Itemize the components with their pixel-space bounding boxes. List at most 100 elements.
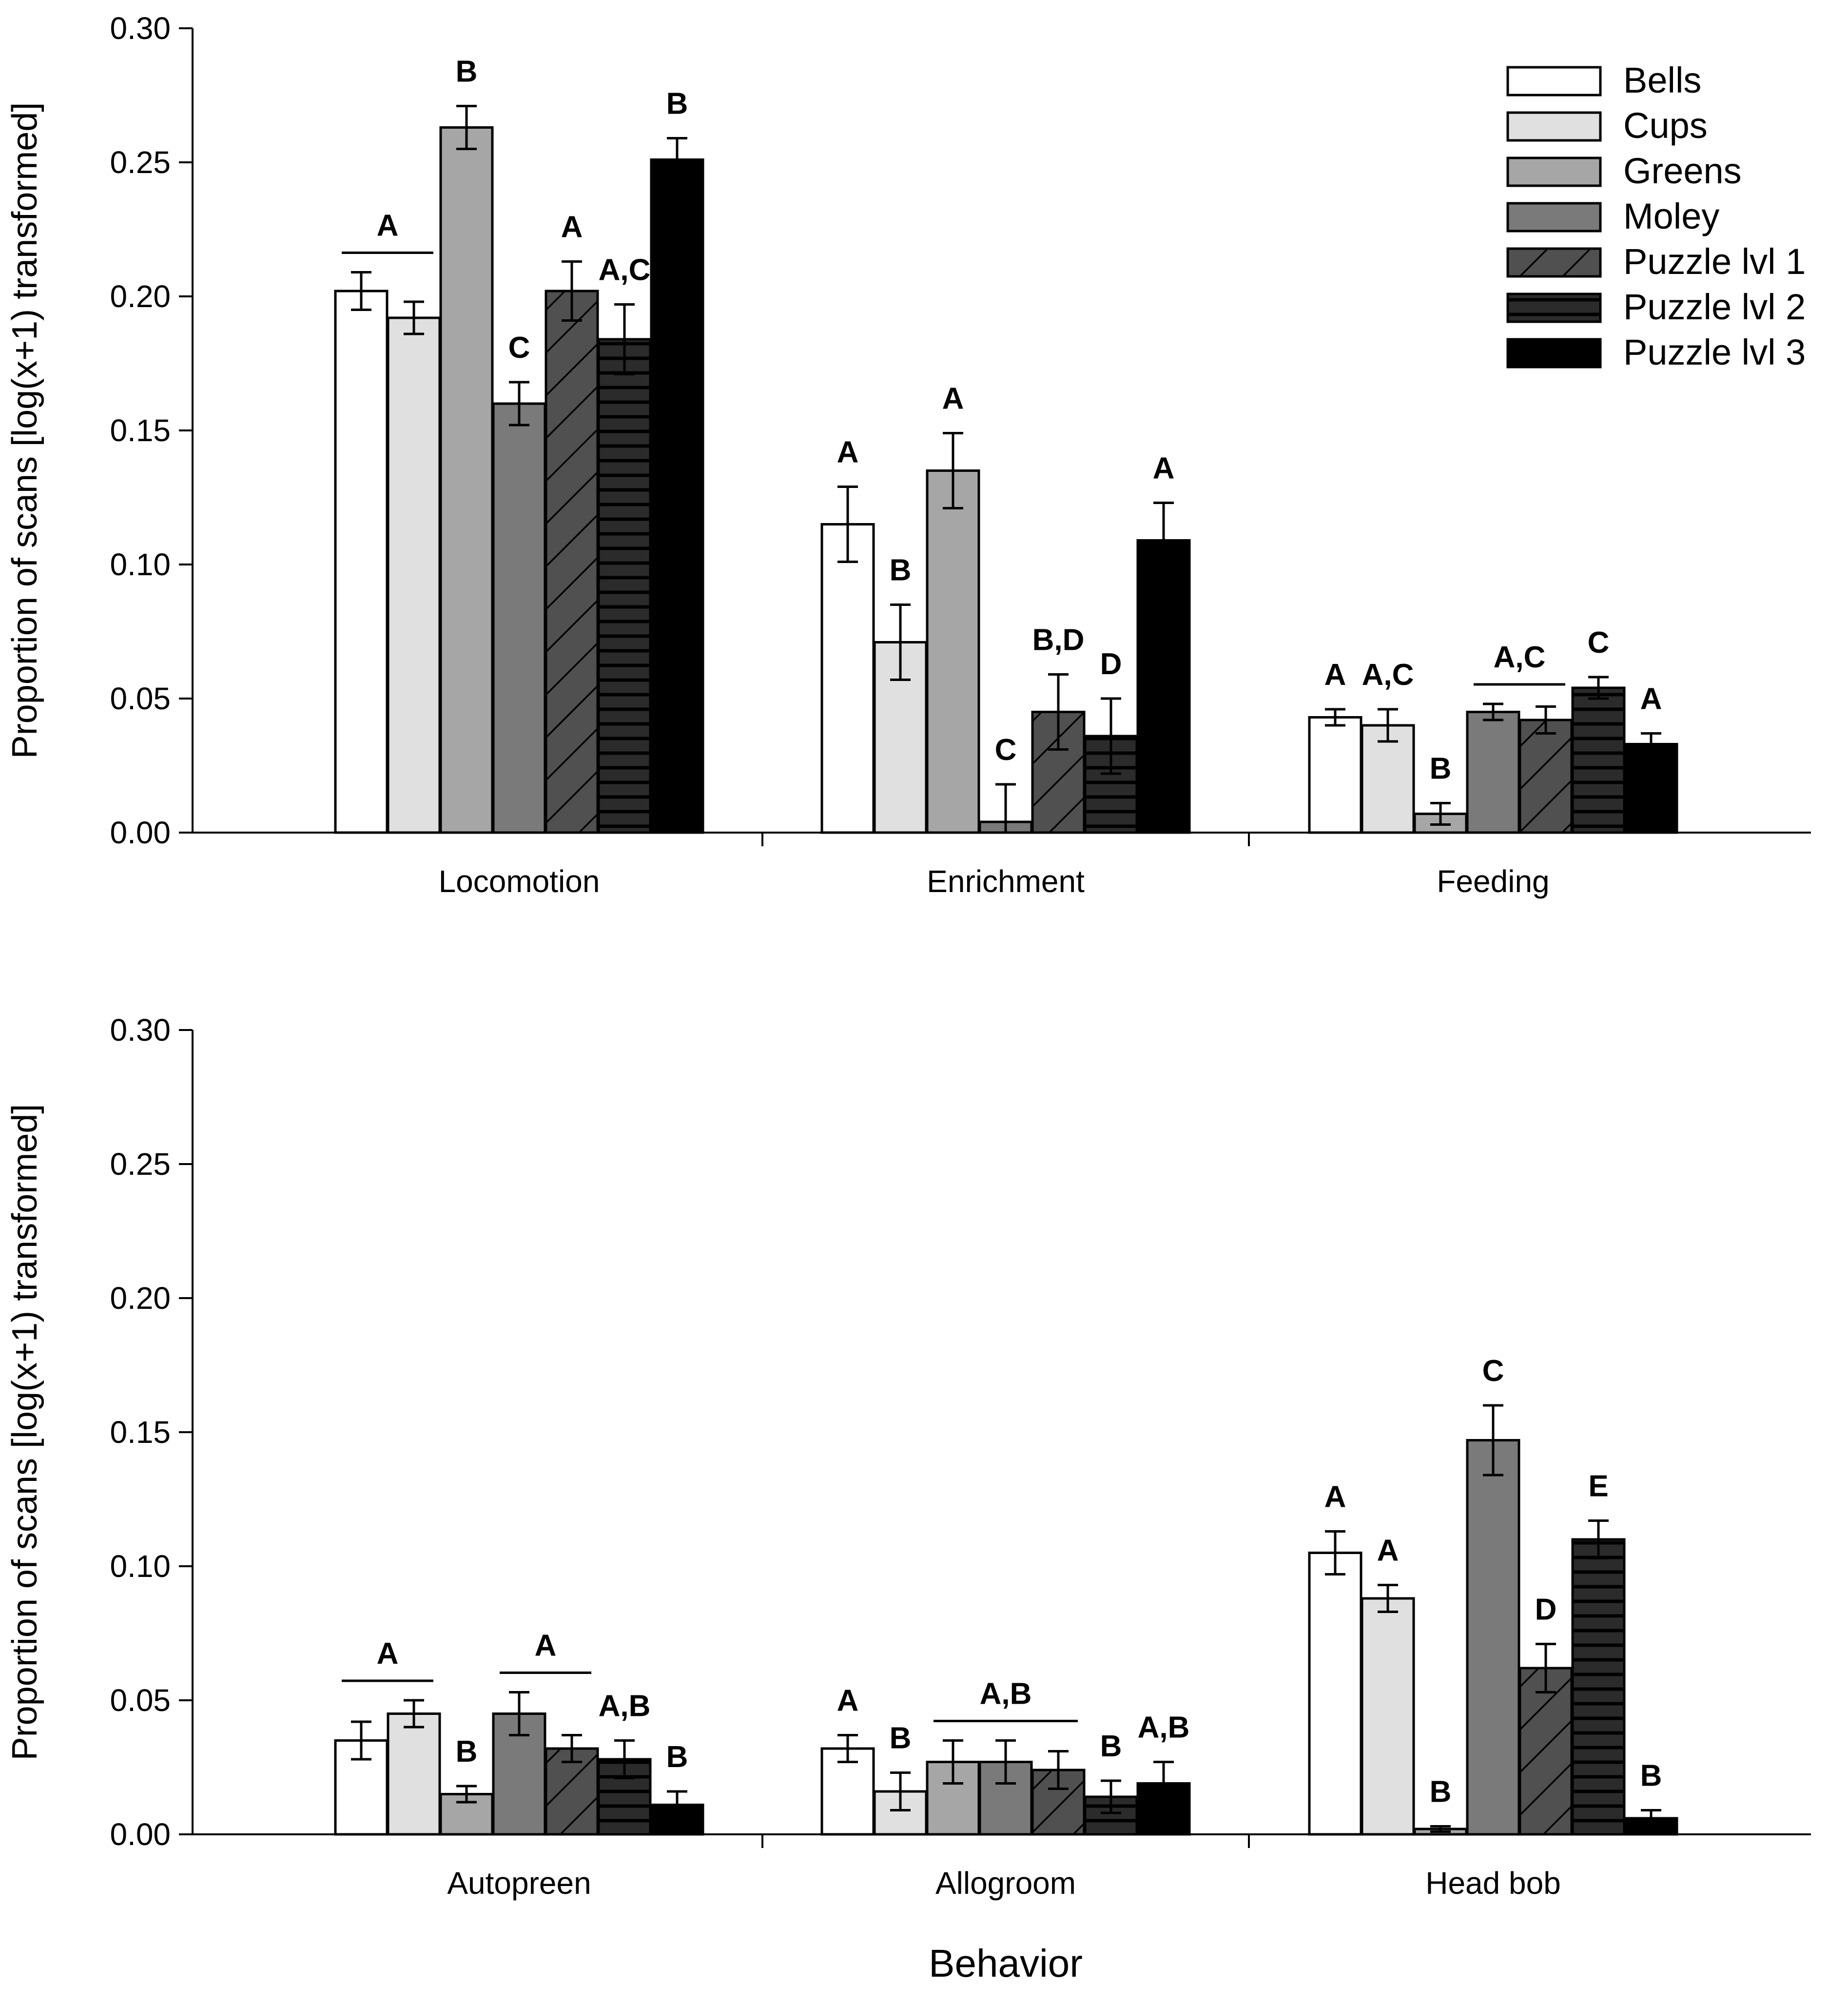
x-category-label-head-bob: Head bob <box>1425 1866 1561 1901</box>
y-tick-label: 0.10 <box>110 1549 171 1584</box>
bar-moley-locomotion <box>492 402 546 834</box>
significance-label: C <box>995 733 1017 767</box>
significance-label: D <box>1100 647 1122 681</box>
legend-swatch-puzzle-lvl-1 <box>1506 247 1602 278</box>
y-tick-label: 0.30 <box>110 11 171 46</box>
y-tick-label: 0.20 <box>110 1281 171 1316</box>
y-axis-label: Proportion of scans [log(x+1) transforme… <box>5 102 44 759</box>
legend-item-greens: Greens <box>1506 151 1742 191</box>
bar-cups-feeding <box>1361 724 1415 834</box>
error-bar-moley-enrichment <box>995 783 1016 834</box>
legend-swatch-greens <box>1506 156 1602 187</box>
error-bar-puzzle-lvl-2-locomotion <box>614 303 635 375</box>
error-bar-moley-head-bob <box>1483 1404 1503 1477</box>
error-bar-puzzle-lvl-1-allogroom <box>1048 1750 1069 1790</box>
y-tick-label: 0.25 <box>110 145 171 180</box>
error-bar-cups-head-bob <box>1378 1584 1398 1613</box>
error-bar-moley-feeding <box>1483 702 1503 721</box>
significance-label: A <box>561 211 583 244</box>
bar-moley-head-bob <box>1466 1439 1520 1836</box>
y-tick-label: 0.25 <box>110 1147 171 1182</box>
error-bar-puzzle-lvl-1-feeding <box>1536 705 1556 735</box>
bar-moley-feeding <box>1466 711 1520 834</box>
error-bar-puzzle-lvl-2-head-bob <box>1588 1519 1609 1559</box>
legend-item-puzzle-lvl-2: Puzzle lvl 2 <box>1506 287 1806 327</box>
error-bar-greens-autopreen <box>456 1785 477 1804</box>
legend-label-cups: Cups <box>1623 105 1708 146</box>
bar-cups-head-bob <box>1361 1597 1415 1836</box>
error-bar-puzzle-lvl-3-autopreen <box>667 1790 687 1820</box>
bar-puzzle-lvl-3-feeding <box>1624 743 1678 834</box>
legend-item-puzzle-lvl-3: Puzzle lvl 3 <box>1506 332 1806 372</box>
significance-label: B,D <box>1032 623 1085 657</box>
y-tick-label: 0.10 <box>110 547 171 582</box>
y-tick-label: 0.15 <box>110 1415 171 1450</box>
bar-puzzle-lvl-2-head-bob <box>1571 1538 1626 1836</box>
bar-greens-enrichment <box>926 469 980 834</box>
significance-label: A,C <box>1494 641 1546 674</box>
bar-puzzle-lvl-2-locomotion <box>597 338 652 834</box>
significance-label: C <box>1482 1354 1504 1388</box>
significance-label: A,B <box>1138 1711 1190 1745</box>
y-tick-label: 0.00 <box>110 815 171 850</box>
error-bar-bells-locomotion <box>351 271 371 311</box>
error-bar-bells-feeding <box>1325 708 1345 727</box>
bar-puzzle-lvl-2-feeding <box>1571 686 1626 834</box>
significance-label: C <box>1588 626 1610 660</box>
significance-label: B <box>666 87 688 121</box>
bar-bells-locomotion <box>334 290 389 834</box>
y-tick-label: 0.05 <box>110 681 171 716</box>
significance-label: A <box>837 1684 859 1718</box>
bar-puzzle-lvl-1-feeding <box>1518 719 1573 834</box>
legend-label-moley: Moley <box>1623 196 1719 236</box>
bar-puzzle-lvl-1-locomotion <box>545 290 599 834</box>
error-bar-moley-autopreen <box>509 1691 529 1736</box>
error-bar-puzzle-lvl-3-locomotion <box>667 137 687 182</box>
x-category-label-locomotion: Locomotion <box>439 864 600 899</box>
x-category-label-autopreen: Autopreen <box>447 1866 591 1901</box>
y-tick-label: 0.30 <box>110 1012 171 1048</box>
significance-label: A <box>377 209 399 243</box>
bar-cups-locomotion <box>387 316 441 834</box>
error-bar-cups-locomotion <box>404 300 424 335</box>
chart-panel-bottom: 0.00 0.05 0.10 0.15 0.20 0.25 0.30 Proportion o… <box>5 1012 1811 1985</box>
bar-puzzle-lvl-1-head-bob <box>1518 1667 1573 1836</box>
legend-label-puzzle-lvl-3: Puzzle lvl 3 <box>1623 332 1806 372</box>
error-bar-puzzle-lvl-2-enrichment <box>1101 697 1121 775</box>
significance-label: E <box>1588 1470 1608 1503</box>
bar-puzzle-lvl-3-enrichment <box>1136 539 1191 834</box>
legend-swatch-cups <box>1506 111 1602 142</box>
significance-label: A <box>1377 1534 1399 1568</box>
error-bar-bells-allogroom <box>837 1734 858 1763</box>
error-bar-bells-autopreen <box>351 1720 371 1761</box>
error-bar-puzzle-lvl-1-enrichment <box>1048 673 1069 751</box>
error-bar-moley-locomotion <box>509 381 529 427</box>
significance-label: A <box>1640 682 1662 716</box>
legend: Bells Cups Greens Moley Puzzle lvl 1 Puzzle l… <box>1506 60 1806 372</box>
y-tick-label: 0.15 <box>110 413 171 448</box>
error-bar-greens-allogroom <box>943 1739 963 1785</box>
legend-item-bells: Bells <box>1506 60 1701 100</box>
error-bar-puzzle-lvl-3-head-bob <box>1641 1809 1661 1828</box>
error-bar-greens-locomotion <box>456 105 477 150</box>
error-bar-bells-head-bob <box>1325 1530 1345 1575</box>
y-tick-label: 0.20 <box>110 279 171 314</box>
error-bar-puzzle-lvl-2-autopreen <box>614 1739 635 1779</box>
legend-swatch-moley <box>1506 202 1602 233</box>
chart-panel-top: 0.00 0.05 0.10 0.15 0.20 0.25 0.30 Proportion o… <box>5 11 1811 899</box>
legend-item-moley: Moley <box>1506 196 1719 236</box>
significance-label: A,C <box>599 253 651 287</box>
error-bar-puzzle-lvl-2-feeding <box>1588 676 1609 700</box>
error-bar-greens-head-bob <box>1430 1825 1451 1833</box>
error-bar-puzzle-lvl-2-allogroom <box>1101 1779 1121 1814</box>
legend-swatch-bells <box>1506 66 1602 97</box>
error-bar-cups-autopreen <box>404 1699 424 1729</box>
significance-label: B <box>890 554 912 587</box>
error-bar-bells-enrichment <box>837 486 858 563</box>
significance-label: A,B <box>980 1677 1032 1711</box>
significance-label: A <box>1324 658 1346 692</box>
significance-label: B <box>1100 1730 1122 1763</box>
bar-bells-feeding <box>1308 716 1362 834</box>
error-bar-puzzle-lvl-3-feeding <box>1641 732 1661 756</box>
significance-label: B <box>890 1722 912 1755</box>
